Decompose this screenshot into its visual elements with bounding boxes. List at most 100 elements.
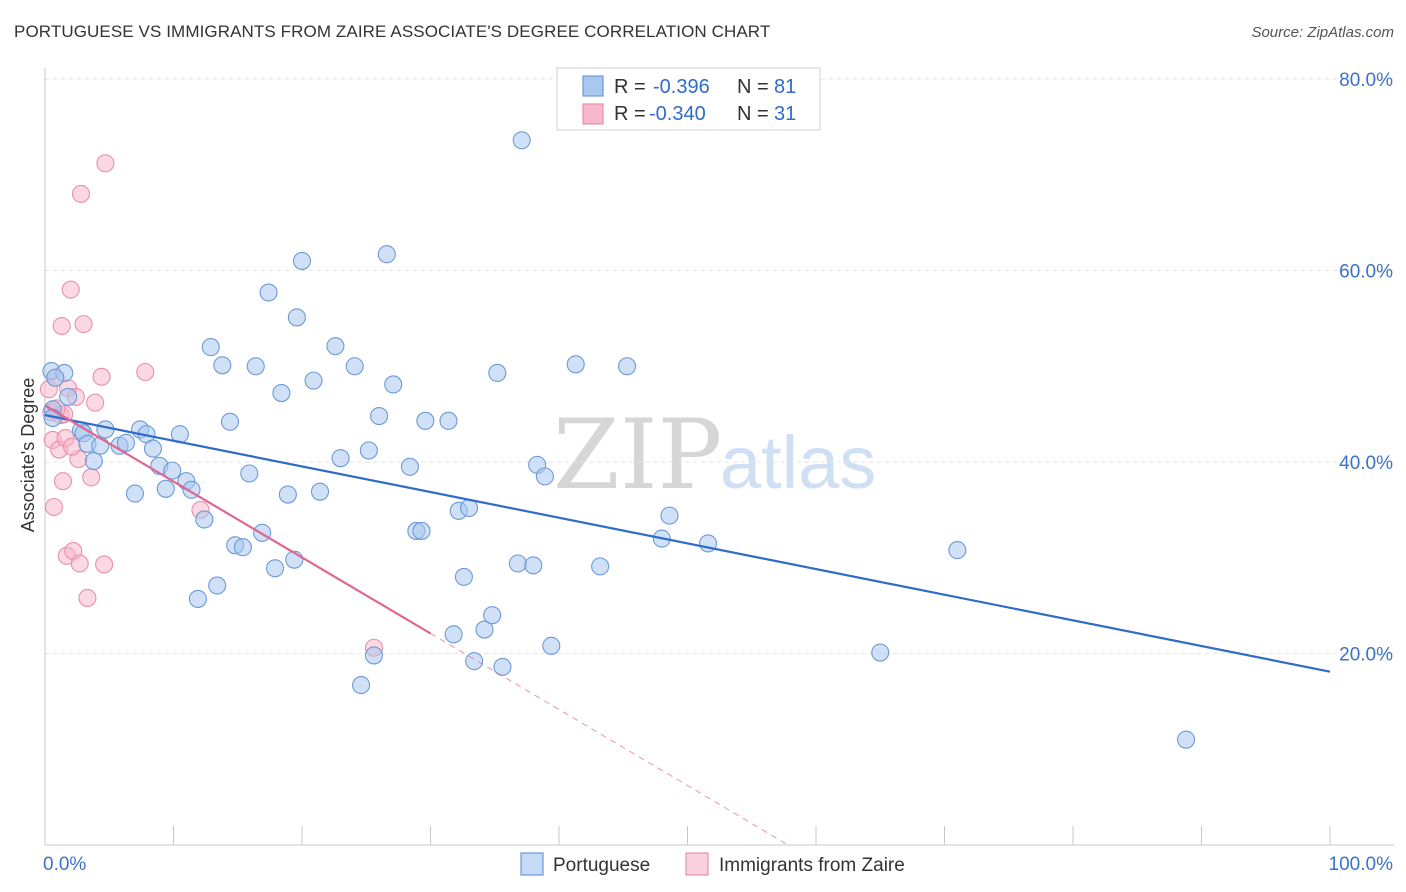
zaire-point [53, 472, 73, 491]
portuguese-point [259, 283, 278, 302]
zaire-point [136, 362, 155, 382]
zaire-point [71, 184, 91, 203]
bottom-legend-label-zaire: Immigrants from Zaire [719, 855, 905, 876]
portuguese-point [475, 620, 494, 639]
portuguese-point [618, 357, 637, 376]
series-zaire-points [39, 154, 384, 657]
portuguese-point [240, 464, 259, 483]
legend-n-label-zaire: N = [737, 103, 769, 125]
portuguese-point [488, 363, 507, 383]
portuguese-point [331, 449, 350, 468]
portuguese-point [292, 251, 312, 270]
portuguese-point [512, 131, 531, 150]
portuguese-point [400, 457, 419, 476]
portuguese-point [188, 589, 207, 608]
y-tick-label: 40.0% [1339, 453, 1393, 474]
zaire-point [70, 554, 89, 573]
portuguese-point [272, 384, 291, 403]
portuguese-point [542, 636, 561, 655]
portuguese-point [493, 657, 512, 676]
zaire-point [74, 315, 93, 334]
portuguese-point [352, 676, 371, 695]
watermark-zip: ZIP [553, 399, 722, 511]
portuguese-point [439, 411, 458, 430]
portuguese-point [310, 482, 330, 501]
portuguese-trend-line [44, 414, 1331, 673]
portuguese-point [143, 439, 162, 458]
portuguese-point [116, 433, 136, 452]
portuguese-point [524, 556, 543, 575]
portuguese-point [454, 567, 473, 586]
legend-n-value-portuguese: 81 [774, 76, 796, 98]
y-tick-label: 20.0% [1339, 645, 1393, 666]
zaire-point [82, 468, 101, 487]
zaire-point [62, 437, 82, 456]
portuguese-point [213, 356, 232, 375]
portuguese-point [377, 245, 396, 264]
bottom-legend-swatch-zaire [685, 852, 709, 876]
portuguese-point [220, 412, 240, 431]
portuguese-point [1177, 730, 1196, 749]
x-tick-label-min: 0.0% [43, 854, 86, 875]
legend-r-label-zaire: R = [614, 103, 646, 125]
portuguese-point [591, 557, 610, 576]
portuguese-point [660, 506, 679, 525]
bottom-legend-label-portuguese: Portuguese [553, 855, 650, 876]
zaire-point [95, 555, 114, 574]
trend-lines [44, 404, 1331, 846]
portuguese-point [444, 625, 463, 644]
y-tick-label: 60.0% [1339, 262, 1393, 283]
legend-n-label-portuguese: N = [737, 76, 769, 98]
zaire-point [44, 497, 64, 517]
portuguese-point [364, 646, 384, 665]
correlation-legend: R = -0.396 N = 81 R = -0.340 N = 31 [556, 67, 821, 131]
legend-swatch-portuguese [582, 75, 604, 97]
portuguese-point [326, 337, 345, 356]
x-tick-label-max: 100.0% [1329, 854, 1394, 875]
portuguese-point [84, 451, 103, 471]
legend-r-value-zaire: -0.340 [649, 103, 706, 125]
portuguese-point [91, 436, 110, 455]
portuguese-point [195, 510, 214, 529]
portuguese-point [384, 375, 403, 394]
zaire-point [52, 316, 71, 336]
y-tick-labels: 80.0% 60.0% 40.0% 20.0% [1339, 70, 1393, 666]
chart-title: PORTUGUESE VS IMMIGRANTS FROM ZAIRE ASSO… [14, 22, 771, 41]
portuguese-point [483, 606, 502, 625]
portuguese-point [233, 538, 252, 557]
portuguese-point [535, 467, 554, 486]
y-tick-label: 80.0% [1339, 70, 1393, 91]
zaire-trend-extension [430, 632, 789, 846]
portuguese-point [359, 441, 378, 460]
portuguese-point [871, 643, 890, 662]
portuguese-point [246, 357, 265, 376]
portuguese-point [59, 387, 78, 406]
zaire-trend-line [44, 404, 432, 635]
portuguese-point [412, 521, 431, 540]
portuguese-point [948, 541, 967, 560]
series-portuguese-points [42, 131, 1196, 749]
portuguese-point [370, 406, 389, 426]
legend-swatch-zaire [582, 103, 604, 125]
portuguese-point [163, 461, 182, 480]
portuguese-point [304, 371, 323, 390]
portuguese-point [345, 357, 364, 376]
portuguese-point [566, 355, 585, 374]
legend-n-value-zaire: 31 [774, 103, 796, 125]
portuguese-point [416, 411, 435, 430]
bottom-legend-swatch-portuguese [520, 852, 544, 876]
portuguese-point [208, 576, 227, 595]
portuguese-point [265, 559, 285, 578]
portuguese-point [46, 368, 65, 387]
zaire-point [92, 367, 111, 386]
source-credit: Source: ZipAtlas.com [1251, 24, 1394, 41]
portuguese-point [465, 652, 484, 671]
zaire-point [61, 280, 80, 299]
legend-r-value-portuguese: -0.396 [653, 76, 710, 98]
series-legend: Portuguese Immigrants from Zaire [520, 852, 905, 876]
zaire-point [78, 588, 97, 608]
y-axis-title: Associate's Degree [18, 378, 38, 533]
x-axis-ticks [44, 826, 1331, 845]
portuguese-point [156, 479, 175, 498]
